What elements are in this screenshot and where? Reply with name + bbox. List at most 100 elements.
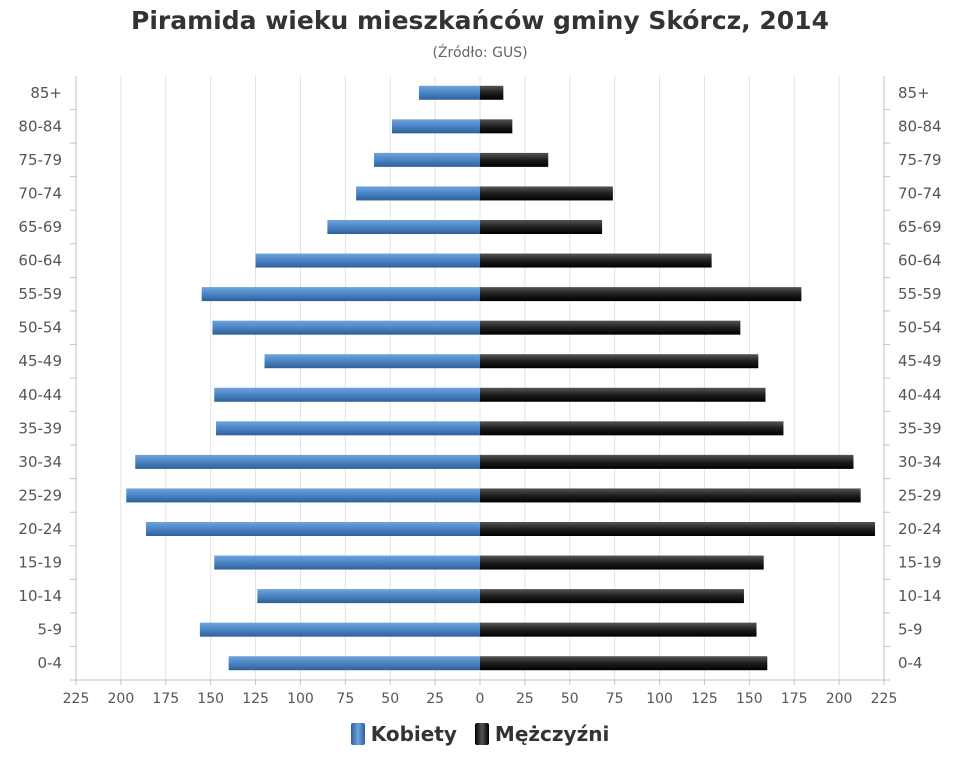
- bar-kobiety[interactable]: [199, 622, 481, 637]
- tick-labels: 85+ 85+ 80-84 80-84 75-79 75-79 70-74 70-74 65-6…: [18, 84, 941, 707]
- category-label-left: 15-19: [18, 554, 62, 572]
- category-label-right: 15-19: [898, 554, 942, 572]
- bar-mezczyzni[interactable]: [480, 186, 613, 201]
- x-tick-label: 225: [871, 691, 898, 707]
- x-tick-label: 25: [516, 691, 534, 707]
- bar-mezczyzni[interactable]: [480, 85, 504, 100]
- bar-mezczyzni[interactable]: [480, 287, 802, 302]
- x-tick-label: 25: [426, 691, 444, 707]
- category-label-right: 70-74: [898, 184, 942, 202]
- bar-mezczyzni[interactable]: [480, 656, 768, 671]
- category-label-left: 45-49: [18, 352, 62, 370]
- x-tick-label: 125: [691, 691, 718, 707]
- bar-kobiety[interactable]: [146, 522, 480, 536]
- bar-kobiety[interactable]: [327, 220, 480, 234]
- bar-kobiety[interactable]: [135, 454, 480, 469]
- x-tick-label: 75: [336, 691, 354, 707]
- category-label-right: 20-24: [898, 520, 942, 538]
- category-label-right: 35-39: [898, 419, 942, 437]
- legend: Kobiety Mężczyźni: [0, 722, 960, 746]
- bar-kobiety[interactable]: [418, 85, 480, 100]
- legend-swatch-mezczyzni: [474, 723, 489, 745]
- bar-kobiety[interactable]: [126, 488, 480, 503]
- category-label-right: 85+: [898, 84, 930, 102]
- category-label-right: 40-44: [898, 386, 942, 404]
- legend-label-kobiety: Kobiety: [370, 722, 457, 746]
- axes: [70, 76, 890, 685]
- category-label-right: 65-69: [898, 218, 942, 236]
- category-label-left: 55-59: [18, 285, 62, 303]
- category-label-left: 75-79: [18, 151, 62, 169]
- category-label-right: 45-49: [898, 352, 942, 370]
- x-tick-label: 100: [646, 691, 673, 707]
- bar-mezczyzni[interactable]: [480, 152, 549, 167]
- category-label-right: 30-34: [898, 453, 942, 471]
- category-label-left: 5-9: [38, 621, 63, 639]
- legend-item-mezczyzni[interactable]: Mężczyźni: [474, 722, 610, 746]
- bar-mezczyzni[interactable]: [480, 488, 861, 503]
- chart-subtitle: (Źródło: GUS): [432, 45, 528, 61]
- bar-kobiety[interactable]: [201, 287, 480, 302]
- bar-kobiety[interactable]: [264, 354, 480, 369]
- category-label-right: 75-79: [898, 151, 942, 169]
- x-tick-label: 0: [476, 691, 485, 707]
- category-label-left: 60-64: [18, 252, 62, 270]
- category-label-left: 80-84: [18, 117, 62, 135]
- bar-mezczyzni[interactable]: [480, 622, 757, 637]
- category-label-right: 5-9: [898, 621, 923, 639]
- bar-mezczyzni[interactable]: [480, 454, 854, 469]
- category-label-right: 60-64: [898, 252, 942, 270]
- x-tick-label: 150: [197, 691, 224, 707]
- bar-kobiety[interactable]: [212, 320, 480, 335]
- x-tick-label: 125: [242, 691, 269, 707]
- x-tick-label: 50: [561, 691, 579, 707]
- bar-kobiety[interactable]: [214, 387, 480, 402]
- category-label-right: 80-84: [898, 117, 942, 135]
- bar-mezczyzni[interactable]: [480, 522, 876, 536]
- bar-mezczyzni[interactable]: [480, 354, 759, 369]
- x-tick-label: 150: [736, 691, 763, 707]
- legend-swatch-kobiety: [350, 723, 365, 745]
- category-label-right: 10-14: [898, 587, 942, 605]
- category-label-right: 50-54: [898, 319, 942, 337]
- x-tick-label: 200: [826, 691, 853, 707]
- category-label-left: 0-4: [38, 654, 63, 672]
- category-label-left: 10-14: [18, 587, 62, 605]
- bar-mezczyzni[interactable]: [480, 421, 784, 436]
- x-tick-label: 100: [287, 691, 314, 707]
- legend-label-mezczyzni: Mężczyźni: [494, 722, 610, 746]
- legend-item-kobiety[interactable]: Kobiety: [350, 722, 457, 746]
- category-label-left: 85+: [30, 84, 62, 102]
- category-label-left: 20-24: [18, 520, 62, 538]
- category-label-right: 0-4: [898, 654, 923, 672]
- x-tick-label: 175: [781, 691, 808, 707]
- category-label-left: 30-34: [18, 453, 62, 471]
- bar-mezczyzni[interactable]: [480, 589, 744, 604]
- bars: [126, 85, 876, 671]
- bar-kobiety[interactable]: [374, 152, 480, 167]
- x-tick-label: 50: [381, 691, 399, 707]
- x-tick-label: 175: [152, 691, 179, 707]
- category-label-left: 70-74: [18, 184, 62, 202]
- bar-kobiety[interactable]: [392, 119, 480, 134]
- category-label-left: 25-29: [18, 486, 62, 504]
- bar-kobiety[interactable]: [257, 589, 480, 604]
- x-tick-label: 200: [108, 691, 135, 707]
- bar-mezczyzni[interactable]: [480, 387, 766, 402]
- bar-kobiety[interactable]: [255, 253, 480, 268]
- bar-kobiety[interactable]: [228, 656, 480, 671]
- bar-kobiety[interactable]: [356, 186, 480, 201]
- bar-mezczyzni[interactable]: [480, 253, 712, 268]
- category-label-left: 40-44: [18, 386, 62, 404]
- bar-kobiety[interactable]: [214, 555, 480, 570]
- bar-mezczyzni[interactable]: [480, 320, 741, 335]
- bar-mezczyzni[interactable]: [480, 555, 764, 570]
- bar-mezczyzni[interactable]: [480, 119, 513, 134]
- bar-mezczyzni[interactable]: [480, 220, 603, 234]
- bar-kobiety[interactable]: [216, 421, 480, 436]
- category-label-left: 35-39: [18, 419, 62, 437]
- x-tick-label: 75: [606, 691, 624, 707]
- x-tick-label: 225: [63, 691, 90, 707]
